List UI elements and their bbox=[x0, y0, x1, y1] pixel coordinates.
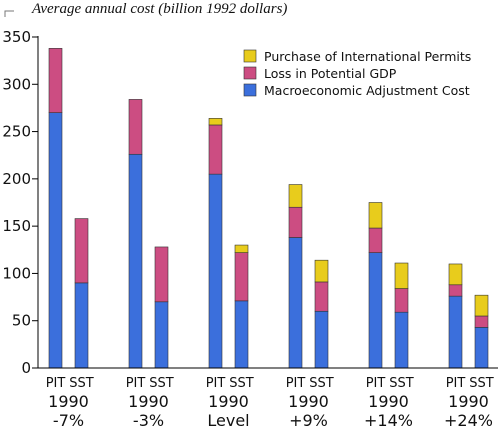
group-label-year: 1990 bbox=[48, 392, 89, 411]
bar-segment-purchase-of-international-permits bbox=[314, 259, 329, 283]
group-label-year: 1990 bbox=[368, 392, 409, 411]
bar-segment-purchase-of-international-permits bbox=[368, 202, 383, 229]
bar-segment-loss-in-potential-gdp bbox=[394, 288, 409, 313]
bar-label: PIT bbox=[126, 376, 146, 391]
bar-segment-purchase-of-international-permits bbox=[394, 262, 409, 289]
bar-label: PIT bbox=[446, 376, 466, 391]
y-tick-label: 100 bbox=[2, 264, 31, 282]
group-label-change: -3% bbox=[133, 411, 164, 430]
bar-segment-loss-in-potential-gdp bbox=[74, 218, 89, 284]
bar-segment-macroeconomic-adjustment-cost bbox=[288, 237, 303, 369]
bar-segment-loss-in-potential-gdp bbox=[48, 48, 63, 113]
bar-segment-macroeconomic-adjustment-cost bbox=[474, 327, 489, 369]
bar-segment-loss-in-potential-gdp bbox=[474, 315, 489, 328]
group-label-year: 1990 bbox=[128, 392, 169, 411]
bar-segment-macroeconomic-adjustment-cost bbox=[234, 300, 249, 369]
bar-label: SST bbox=[69, 376, 94, 391]
bar-segment-macroeconomic-adjustment-cost bbox=[74, 282, 89, 369]
bar-segment-purchase-of-international-permits bbox=[288, 184, 303, 208]
bar-segment-macroeconomic-adjustment-cost bbox=[208, 173, 223, 369]
y-axis-title: Average annual cost (billion 1992 dollar… bbox=[31, 1, 287, 17]
legend-label: Macroeconomic Adjustment Cost bbox=[264, 83, 470, 98]
bar-segment-loss-in-potential-gdp bbox=[208, 124, 223, 175]
group-label-change: +14% bbox=[364, 411, 413, 430]
group-label-change: -7% bbox=[53, 411, 84, 430]
bar-label: SST bbox=[309, 376, 334, 391]
bar-segment-loss-in-potential-gdp bbox=[314, 281, 329, 312]
bar-segment-macroeconomic-adjustment-cost bbox=[128, 153, 143, 369]
bar-label: PIT bbox=[286, 376, 306, 391]
bar-segment-loss-in-potential-gdp bbox=[128, 99, 143, 155]
group-label-change: Level bbox=[207, 411, 249, 430]
y-tick-label: 50 bbox=[12, 312, 31, 330]
bar-segment-macroeconomic-adjustment-cost bbox=[314, 310, 329, 369]
group-label-change: +9% bbox=[289, 411, 328, 430]
bar-segment-macroeconomic-adjustment-cost bbox=[448, 295, 463, 369]
bar-label: PIT bbox=[206, 376, 226, 391]
legend-swatch bbox=[243, 49, 257, 63]
bar-label: SST bbox=[389, 376, 414, 391]
bar-segment-macroeconomic-adjustment-cost bbox=[48, 112, 63, 369]
bar-label: PIT bbox=[46, 376, 66, 391]
bar-segment-loss-in-potential-gdp bbox=[234, 252, 249, 302]
bar-label: SST bbox=[469, 376, 494, 391]
group-label-year: 1990 bbox=[448, 392, 489, 411]
bar-segment-purchase-of-international-permits bbox=[234, 244, 249, 253]
y-tick-label: 300 bbox=[2, 75, 31, 93]
bar-label: PIT bbox=[366, 376, 386, 391]
bar-segment-macroeconomic-adjustment-cost bbox=[394, 311, 409, 369]
y-tick-label: 200 bbox=[2, 170, 31, 188]
bar-segment-loss-in-potential-gdp bbox=[154, 246, 169, 303]
bar-segment-macroeconomic-adjustment-cost bbox=[154, 301, 169, 369]
group-label-year: 1990 bbox=[208, 392, 249, 411]
y-tick-label: 0 bbox=[21, 359, 31, 377]
bar-label: SST bbox=[229, 376, 254, 391]
group-label-year: 1990 bbox=[288, 392, 329, 411]
legend-label: Loss in Potential GDP bbox=[264, 66, 397, 81]
legend: Purchase of International Permits Loss in… bbox=[243, 49, 471, 98]
bar-segment-macroeconomic-adjustment-cost bbox=[368, 252, 383, 369]
group-label-change: +24% bbox=[444, 411, 493, 430]
bar-segment-loss-in-potential-gdp bbox=[288, 206, 303, 238]
legend-swatch bbox=[243, 83, 257, 97]
bar-segment-loss-in-potential-gdp bbox=[368, 227, 383, 253]
bar-segment-purchase-of-international-permits bbox=[474, 294, 489, 317]
y-axis-title-bracket bbox=[4, 10, 14, 17]
bar-segment-purchase-of-international-permits bbox=[448, 263, 463, 286]
y-tick-label: 150 bbox=[2, 217, 31, 235]
y-tick-label: 350 bbox=[2, 28, 31, 46]
bar-segment-loss-in-potential-gdp bbox=[448, 284, 463, 297]
bar-segment-purchase-of-international-permits bbox=[208, 118, 223, 126]
legend-label: Purchase of International Permits bbox=[264, 49, 471, 64]
bar-label: SST bbox=[149, 376, 174, 391]
y-tick-label: 250 bbox=[2, 123, 31, 141]
legend-swatch bbox=[243, 66, 257, 80]
